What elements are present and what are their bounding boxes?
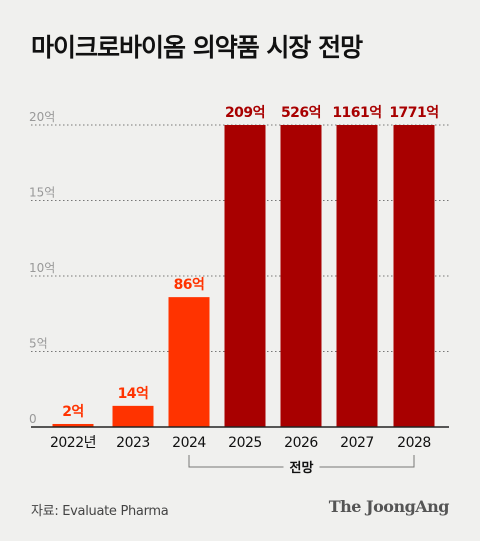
value-label: 209억 [225,105,265,121]
value-label: 1771억 [389,105,438,121]
value-label: 1161억 [332,105,381,121]
forecast-bracket [188,455,415,468]
source-note: 자료: Evaluate Pharma [31,504,169,519]
category-label: 2024 [172,435,206,451]
bar-2022년 [52,423,94,427]
bar-2026 [280,125,322,427]
bar-2024 [168,297,210,427]
y-tick-label: 5억 [29,337,48,351]
bar-2023 [112,405,154,427]
category-label: 2027 [340,435,374,451]
category-label: 2022년 [50,435,96,451]
value-label: 14억 [118,386,149,402]
bar-2028 [393,125,435,427]
value-label: 2억 [62,404,84,420]
chart-title: 마이크로바이옴 의약품 시장 전망 [31,33,363,62]
y-tick-label: 20억 [29,110,55,124]
bar-2025 [224,125,266,427]
y-tick-label: 0 [29,412,37,426]
bar-2027 [336,125,378,427]
y-tick-label: 15억 [29,186,55,200]
category-label: 2025 [228,435,262,451]
brand-logo: The JoongAng [328,497,450,516]
category-label: 2026 [284,435,318,451]
forecast-bracket-label: 전망 [290,460,314,476]
value-label: 86억 [174,277,205,293]
y-tick-label: 10억 [29,261,55,275]
category-label: 2023 [116,435,150,451]
category-label: 2028 [397,435,431,451]
value-label: 526억 [281,105,321,121]
